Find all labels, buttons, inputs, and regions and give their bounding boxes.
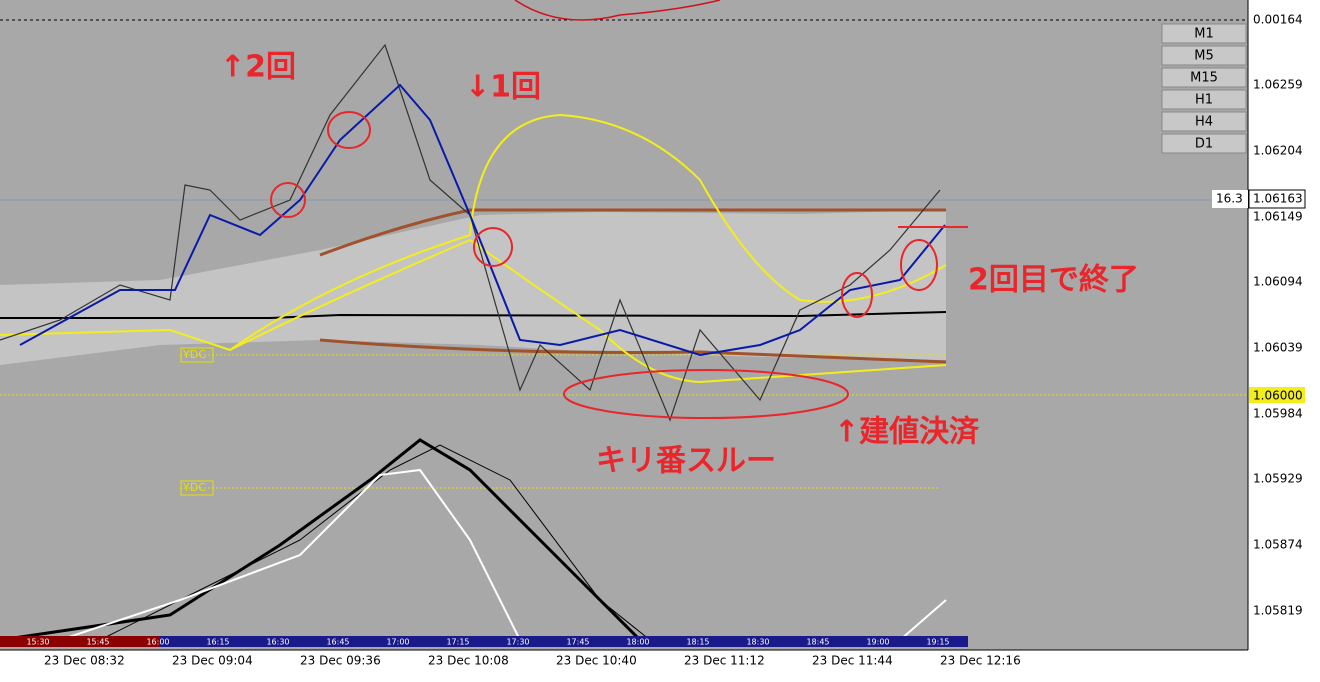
level-price: 1.06000 <box>1253 389 1303 403</box>
osc-line <box>59 468 521 641</box>
timeframe-label[interactable]: H4 <box>1195 115 1213 130</box>
osc-line <box>899 599 947 641</box>
price-label: 1.06149 <box>1253 210 1303 224</box>
time-label: 23 Dec 10:40 <box>556 654 637 668</box>
price-series <box>0 43 941 422</box>
timeframe-button[interactable] <box>1161 89 1247 110</box>
time-label: 23 Dec 08:32 <box>44 654 125 668</box>
price-label: 1.05819 <box>1253 604 1303 618</box>
level-tag <box>1249 387 1305 403</box>
timeframe-label[interactable]: M1 <box>1194 27 1214 42</box>
price-label: 1.05984 <box>1253 407 1303 421</box>
ydc-box <box>180 480 214 496</box>
session-label: 19:15 <box>926 638 949 647</box>
timeframe-button[interactable] <box>1161 45 1247 66</box>
price-marker-box <box>1212 190 1248 208</box>
annotation: ↑2回 <box>220 50 296 85</box>
time-label: 23 Dec 12:16 <box>940 654 1021 668</box>
band-fill <box>0 210 946 365</box>
timeframe-button[interactable] <box>1161 67 1247 88</box>
timeframe-label[interactable]: M5 <box>1194 49 1214 64</box>
price-tag <box>1248 189 1306 209</box>
annotation-marks <box>270 111 968 419</box>
timeframe-button[interactable] <box>1161 111 1247 132</box>
price-label: 1.06259 <box>1253 78 1303 92</box>
session-bar-prev <box>0 636 160 647</box>
price-ma <box>19 83 946 357</box>
session-bar <box>0 636 968 647</box>
annotation: 2回目で終了 <box>968 263 1139 298</box>
session-label: 15:30 <box>26 638 49 647</box>
osc-line <box>99 444 651 641</box>
session-label: 16:00 <box>146 638 169 647</box>
price-label: 1.06039 <box>1253 341 1303 355</box>
session-label: 17:15 <box>446 638 469 647</box>
price-label: 1.05874 <box>1253 538 1303 552</box>
ma-line <box>0 113 947 352</box>
time-label: 23 Dec 10:08 <box>428 654 509 668</box>
session-label: 17:45 <box>566 638 589 647</box>
session-label: 15:45 <box>86 638 109 647</box>
ydc-box <box>180 347 214 363</box>
current-price: 1.06163 <box>1253 192 1303 206</box>
ydc-label: YDC <box>182 348 206 361</box>
session-label: 18:45 <box>806 638 829 647</box>
ma-line <box>319 338 947 364</box>
price-label: 0.00164 <box>1253 13 1303 27</box>
osc-line <box>0 438 642 642</box>
time-label: 23 Dec 11:12 <box>684 654 765 668</box>
ma-line <box>229 238 947 384</box>
session-label: 18:30 <box>746 638 769 647</box>
indicator-line <box>514 0 721 21</box>
timeframe-label[interactable]: H1 <box>1195 93 1213 108</box>
time-label: 23 Dec 09:36 <box>300 654 381 668</box>
price-marker-label: 16.3 <box>1216 192 1243 206</box>
session-label: 17:00 <box>386 638 409 647</box>
timeframe-label[interactable]: D1 <box>1195 137 1213 152</box>
annotation: キリ番スルー <box>596 444 776 479</box>
price-label: 1.05929 <box>1253 472 1303 486</box>
session-label: 19:00 <box>866 638 889 647</box>
time-label: 23 Dec 11:44 <box>812 654 893 668</box>
ydc-label: YDC <box>182 481 206 494</box>
time-label: 23 Dec 09:04 <box>172 654 253 668</box>
annotation: ↑建値決済 <box>834 415 980 450</box>
session-label: 16:15 <box>206 638 229 647</box>
session-label: 16:30 <box>266 638 289 647</box>
session-label: 18:15 <box>686 638 709 647</box>
timeframe-button[interactable] <box>1161 23 1247 44</box>
annotation: ↓1回 <box>465 70 541 105</box>
ma-line <box>319 208 946 257</box>
session-label: 17:30 <box>506 638 529 647</box>
session-label: 18:00 <box>626 638 649 647</box>
price-label: 1.06204 <box>1253 144 1303 158</box>
session-label: 16:45 <box>326 638 349 647</box>
timeframe-label[interactable]: M15 <box>1190 71 1218 86</box>
price-label: 1.06094 <box>1253 275 1303 289</box>
timeframe-button[interactable] <box>1161 133 1247 154</box>
